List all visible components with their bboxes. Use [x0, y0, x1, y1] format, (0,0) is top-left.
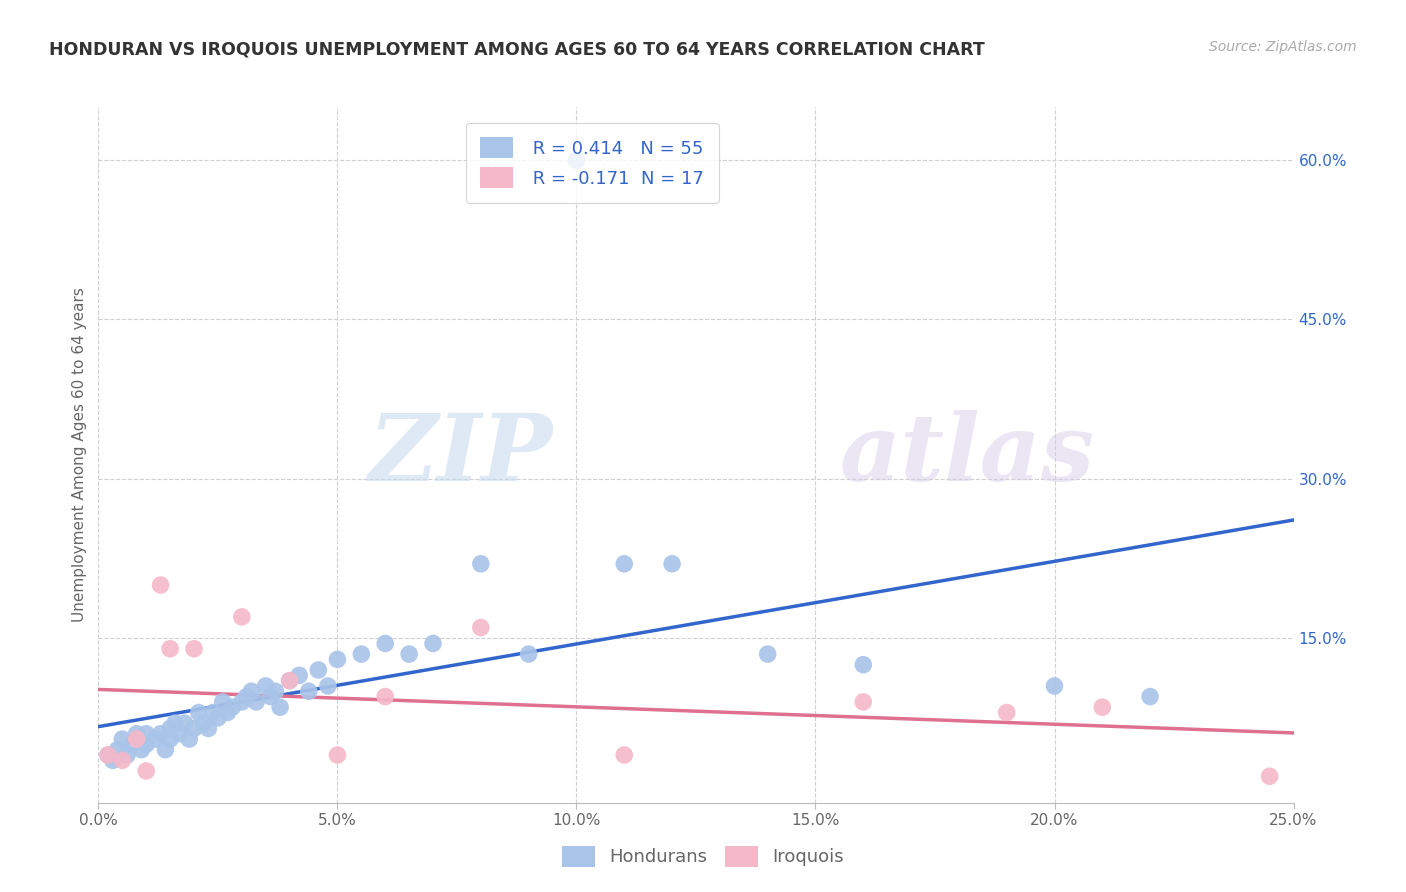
- Point: [149, 578, 172, 592]
- Point: [254, 679, 277, 693]
- Point: [202, 706, 225, 720]
- Point: [1258, 769, 1281, 783]
- Point: [211, 695, 233, 709]
- Point: [1139, 690, 1161, 704]
- Point: [374, 690, 396, 704]
- Point: [240, 684, 263, 698]
- Point: [125, 727, 148, 741]
- Point: [217, 706, 239, 720]
- Point: [298, 684, 321, 698]
- Point: [756, 647, 779, 661]
- Point: [207, 711, 229, 725]
- Point: [307, 663, 329, 677]
- Point: [613, 557, 636, 571]
- Point: [470, 621, 492, 635]
- Point: [149, 727, 172, 741]
- Text: Source: ZipAtlas.com: Source: ZipAtlas.com: [1209, 40, 1357, 54]
- Point: [852, 657, 875, 672]
- Point: [169, 727, 191, 741]
- Point: [398, 647, 420, 661]
- Point: [470, 557, 492, 571]
- Point: [326, 747, 349, 762]
- Point: [159, 732, 181, 747]
- Point: [97, 747, 120, 762]
- Point: [107, 742, 129, 756]
- Point: [193, 716, 215, 731]
- Point: [661, 557, 683, 571]
- Point: [235, 690, 257, 704]
- Point: [187, 706, 209, 720]
- Point: [159, 641, 181, 656]
- Point: [613, 747, 636, 762]
- Text: ZIP: ZIP: [368, 410, 553, 500]
- Point: [101, 753, 124, 767]
- Point: [852, 695, 875, 709]
- Point: [197, 722, 219, 736]
- Point: [278, 673, 301, 688]
- Point: [159, 722, 181, 736]
- Legend: Hondurans, Iroquois: Hondurans, Iroquois: [555, 838, 851, 874]
- Point: [350, 647, 373, 661]
- Point: [565, 153, 588, 168]
- Point: [125, 732, 148, 747]
- Point: [97, 747, 120, 762]
- Legend:  R = 0.414   N = 55,  R = -0.171  N = 17: R = 0.414 N = 55, R = -0.171 N = 17: [465, 123, 718, 202]
- Point: [374, 636, 396, 650]
- Point: [245, 695, 267, 709]
- Point: [183, 722, 205, 736]
- Point: [231, 695, 253, 709]
- Point: [135, 764, 157, 778]
- Point: [173, 716, 195, 731]
- Point: [155, 742, 177, 756]
- Point: [145, 732, 167, 747]
- Point: [269, 700, 291, 714]
- Point: [422, 636, 444, 650]
- Point: [111, 753, 134, 767]
- Point: [995, 706, 1018, 720]
- Text: atlas: atlas: [839, 410, 1095, 500]
- Point: [326, 652, 349, 666]
- Point: [517, 647, 540, 661]
- Point: [259, 690, 281, 704]
- Point: [183, 641, 205, 656]
- Y-axis label: Unemployment Among Ages 60 to 64 years: Unemployment Among Ages 60 to 64 years: [72, 287, 87, 623]
- Point: [231, 610, 253, 624]
- Point: [278, 673, 301, 688]
- Point: [163, 716, 186, 731]
- Point: [135, 738, 157, 752]
- Point: [115, 747, 138, 762]
- Point: [221, 700, 243, 714]
- Point: [111, 732, 134, 747]
- Point: [264, 684, 287, 698]
- Point: [1091, 700, 1114, 714]
- Point: [135, 727, 157, 741]
- Point: [179, 732, 201, 747]
- Text: HONDURAN VS IROQUOIS UNEMPLOYMENT AMONG AGES 60 TO 64 YEARS CORRELATION CHART: HONDURAN VS IROQUOIS UNEMPLOYMENT AMONG …: [49, 40, 986, 58]
- Point: [316, 679, 339, 693]
- Point: [121, 738, 143, 752]
- Point: [131, 742, 153, 756]
- Point: [288, 668, 311, 682]
- Point: [1043, 679, 1066, 693]
